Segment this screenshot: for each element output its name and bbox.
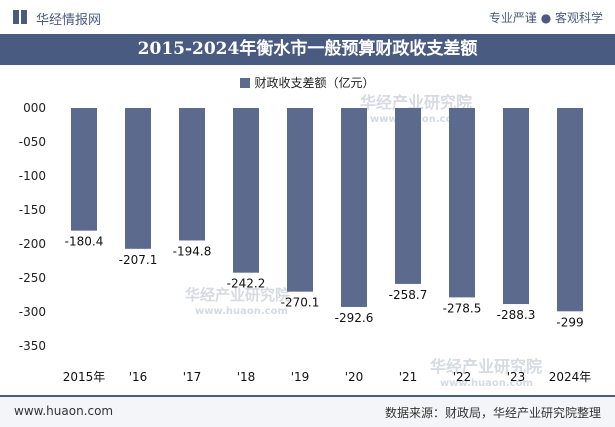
legend-label: 财政收支差额（亿元）: [254, 76, 375, 90]
bar-value-label: -278.5: [443, 301, 482, 315]
watermark-text: 华经产业研究院: [360, 93, 472, 112]
top-bar: 华经情报网 专业严谨 ● 客观科学: [0, 0, 615, 34]
y-tick-label: -050: [19, 135, 46, 149]
x-tick-label: '22: [453, 370, 472, 384]
chart-legend: 财政收支差额（亿元）: [0, 74, 615, 91]
y-tick-label: 000: [23, 101, 46, 115]
y-tick-label: -250: [19, 271, 46, 285]
watermark-text: 华经产业研究院: [430, 357, 542, 376]
footer-divider: [0, 395, 615, 397]
x-tick-label: '18: [237, 370, 256, 384]
bar: [557, 108, 583, 312]
bar-value-label: -299: [556, 315, 583, 329]
y-tick-label: -300: [19, 305, 46, 319]
x-tick-label: '16: [129, 370, 148, 384]
bar-chart: 华经产业研究院 www.huaon.com 华经产业研究院 www.huaon.com…: [19, 93, 592, 389]
chart-title: 2015-2024年衡水市一般预算财政收支差额: [137, 39, 478, 59]
footer: www.huaon.com 数据来源：财政局，华经产业研究院整理: [0, 397, 615, 427]
x-tick-label: '19: [291, 370, 310, 384]
bar: [125, 108, 151, 249]
watermark-url: www.huaon.com: [195, 306, 288, 317]
brand-tagline: 专业严谨 ● 客观科学: [488, 11, 603, 25]
bar-value-label: -292.6: [335, 311, 374, 325]
y-tick-label: -200: [19, 237, 46, 251]
brand-logo-icon: [13, 10, 27, 24]
bar-series: -180.4 -207.1 -194.8 -242.2 -270.1 -292.6 -258…: [65, 108, 584, 329]
brand-name: 华经情报网: [36, 13, 102, 28]
x-axis: 2015年 '16 '17 '18 '19 '20 '21 '22 '23 2024年: [63, 370, 592, 384]
bar: [341, 108, 367, 307]
bar-value-label: -180.4: [65, 235, 104, 249]
y-tick-label: -350: [19, 339, 46, 353]
title-band: 2015-2024年衡水市一般预算财政收支差额: [0, 34, 615, 65]
bar-value-label: -258.7: [389, 288, 428, 302]
bar-value-label: -270.1: [281, 296, 320, 310]
watermark-text: 华经产业研究院: [185, 286, 290, 304]
bar: [71, 108, 97, 231]
bar: [395, 108, 421, 284]
bar: [179, 108, 205, 241]
y-tick-label: -150: [19, 203, 46, 217]
x-tick-label: 2015年: [63, 370, 106, 384]
x-tick-label: '17: [183, 370, 202, 384]
bar: [503, 108, 529, 305]
x-tick-label: '21: [399, 370, 418, 384]
y-axis: 000 -050 -100 -150 -200 -250 -300 -350: [19, 101, 46, 353]
legend-swatch: [240, 78, 251, 88]
bar-value-label: -288.3: [497, 308, 536, 322]
bar-value-label: -207.1: [119, 253, 158, 267]
bar: [449, 108, 475, 298]
bar-value-label: -242.2: [227, 277, 266, 291]
x-tick-label: '23: [507, 370, 526, 384]
bar: [287, 108, 313, 292]
footer-source: 数据来源：财政局，华经产业研究院整理: [384, 406, 601, 420]
footer-site: www.huaon.com: [14, 404, 114, 418]
y-tick-label: -100: [19, 169, 46, 183]
bar-value-label: -194.8: [173, 244, 212, 258]
x-tick-label: '20: [345, 370, 364, 384]
x-tick-label: 2024年: [549, 370, 592, 384]
watermark-url: www.huaon.com: [440, 378, 533, 389]
bar: [233, 108, 259, 273]
